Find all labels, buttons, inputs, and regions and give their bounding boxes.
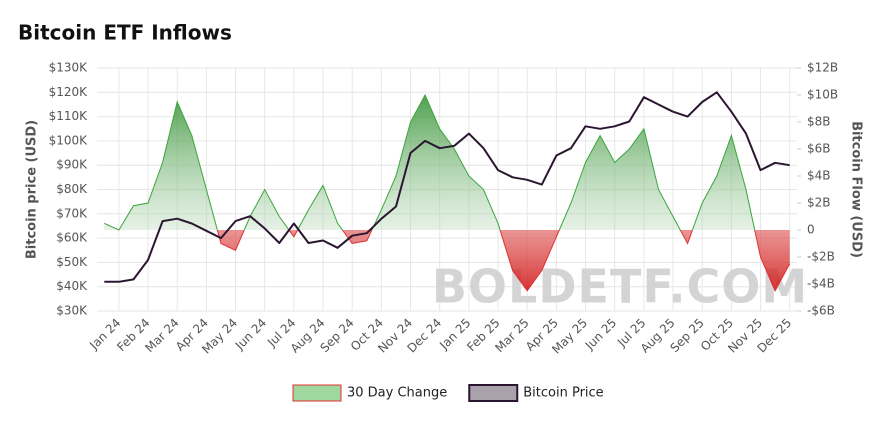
y2-axis-title: Bitcoin Flow (USD) [849, 121, 864, 258]
flow-line-negative [117, 230, 791, 292]
y-tick-label: $130K [49, 61, 89, 75]
price-line [104, 91, 790, 283]
legend-label: Bitcoin Price [523, 386, 603, 401]
y2-tick-label: $10B [807, 88, 838, 102]
y2-tick-label: 0 [807, 223, 815, 237]
watermark: BOLDETF.COM [432, 260, 808, 314]
y2-tick-label: $6B [807, 142, 831, 156]
y-tick-label: $90K [56, 158, 88, 172]
y2-tick-label: $8B [807, 115, 831, 129]
y-tick-label: $120K [49, 85, 89, 99]
y2-tick-label: $12B [807, 61, 838, 75]
y-tick-label: $30K [56, 304, 88, 318]
flow-line [104, 93, 756, 230]
y2-tick-label: $4B [807, 169, 831, 183]
y-tick-label: $80K [56, 182, 88, 196]
area-positive [104, 95, 790, 230]
x-tick-label: Jun 25 [582, 316, 619, 353]
y-tick-label: $100K [49, 133, 89, 147]
chart-title: Bitcoin ETF Inflows [18, 21, 232, 45]
y-tick-label: $110K [49, 109, 89, 123]
legend-swatch [292, 384, 342, 402]
y2-tick-label: -$2B [807, 250, 835, 264]
y2-tick-label: -$4B [807, 277, 835, 291]
y-tick-label: $50K [56, 255, 88, 269]
y-axis-title: Bitcoin price (USD) [25, 120, 40, 259]
x-tick-label: Jun 24 [232, 316, 269, 353]
y2-tick-label: -$6B [807, 304, 835, 318]
y-tick-label: $60K [56, 231, 88, 245]
y-tick-label: $40K [56, 279, 88, 293]
y-tick-label: $70K [56, 206, 88, 220]
y2-tick-label: $2B [807, 196, 831, 210]
legend-swatch [468, 384, 519, 402]
legend-label: 30 Day Change [347, 386, 447, 401]
